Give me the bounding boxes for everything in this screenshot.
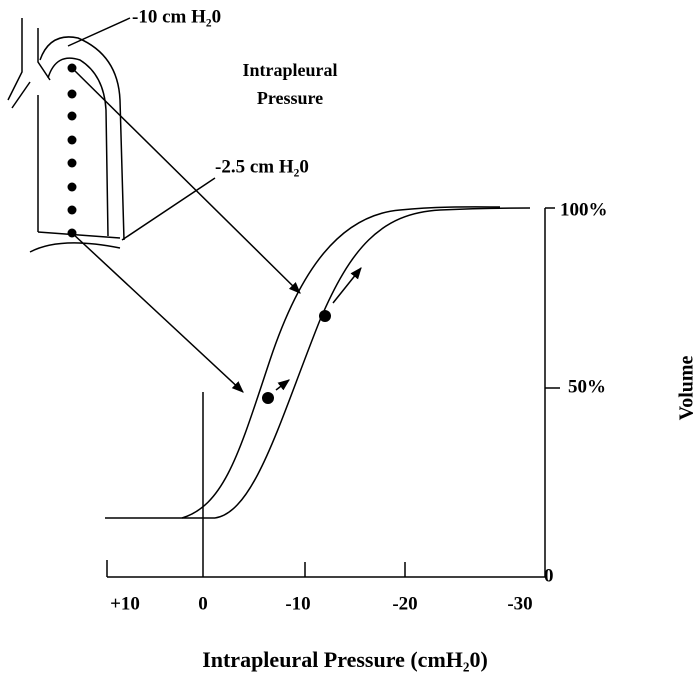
y-tick-label: 50% (568, 376, 606, 397)
apex-label: -10 cm H₂0 (132, 6, 221, 27)
x-tick-label: +10 (110, 593, 140, 614)
pressure-volume-loop (105, 206, 531, 519)
x-tick-label: -10 (285, 593, 310, 614)
y-tick-label: 0 (544, 565, 554, 586)
axes (106, 207, 560, 578)
lung-caption: Intrapleural (242, 60, 337, 80)
x-axis-title: Intrapleural Pressure (cmH₂0) (202, 647, 488, 672)
x-tick-label: -20 (392, 593, 417, 614)
lung-sketch (7, 17, 301, 393)
lung-caption: Pressure (257, 88, 323, 108)
x-tick-label: -30 (507, 593, 532, 614)
y-axis-title: Volume (676, 355, 698, 420)
base-label: -2.5 cm H₂0 (215, 156, 309, 177)
y-tick-label: 100% (560, 199, 608, 220)
x-tick-label: 0 (198, 593, 208, 614)
